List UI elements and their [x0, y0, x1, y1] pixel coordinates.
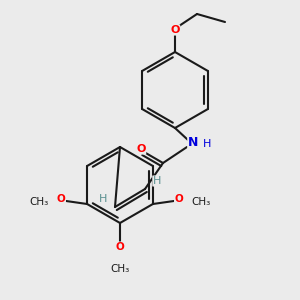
Text: O: O — [57, 194, 65, 204]
Text: O: O — [170, 25, 180, 35]
Text: H: H — [99, 194, 107, 204]
Text: N: N — [188, 136, 198, 149]
Text: CH₃: CH₃ — [191, 197, 211, 207]
Text: O: O — [136, 144, 146, 154]
Text: CH₃: CH₃ — [29, 197, 49, 207]
Text: O: O — [116, 242, 124, 252]
Text: CH₃: CH₃ — [110, 264, 130, 274]
Text: H: H — [153, 176, 161, 186]
Text: O: O — [175, 194, 183, 204]
Text: H: H — [203, 139, 211, 149]
